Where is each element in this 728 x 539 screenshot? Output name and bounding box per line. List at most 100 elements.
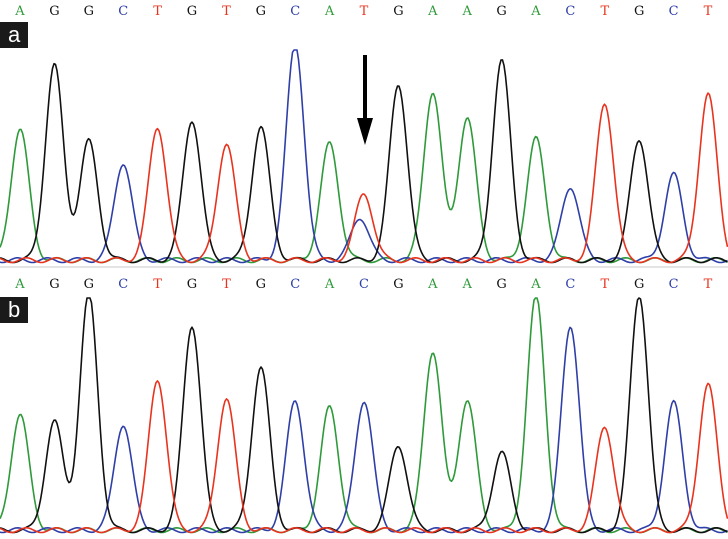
- base-call-6: G: [187, 277, 197, 292]
- base-call-18: T: [600, 277, 609, 292]
- base-call-8: G: [256, 277, 266, 292]
- peak-2-panel-b: [53, 423, 55, 425]
- base-call-11: T: [360, 4, 369, 19]
- base-call-15: G: [496, 4, 506, 19]
- base-call-2: G: [49, 4, 59, 19]
- base-call-17: C: [565, 277, 575, 292]
- base-call-15: G: [496, 277, 506, 292]
- base-call-18: T: [600, 4, 609, 19]
- peak-5-panel-b: [157, 381, 159, 383]
- base-call-7: T: [222, 277, 231, 292]
- peak-10-panel-a: [329, 145, 331, 147]
- peak-17-panel-a: [569, 188, 571, 190]
- base-call-5: T: [153, 277, 162, 292]
- base-call-13: A: [427, 4, 438, 19]
- base-call-1: A: [14, 277, 25, 292]
- base-call-1: A: [14, 4, 25, 19]
- peak-11-panel-a: [363, 195, 365, 197]
- peak-19-panel-b: [638, 297, 640, 299]
- peak-8-panel-b: [260, 369, 262, 371]
- arrow-head: [357, 118, 373, 145]
- base-call-10: A: [324, 4, 335, 19]
- base-call-10: A: [324, 277, 335, 292]
- panel-label-b: b: [8, 297, 20, 322]
- base-call-16: A: [530, 277, 541, 292]
- base-call-17: C: [565, 4, 575, 19]
- peak-2-panel-a: [53, 67, 55, 69]
- peak-9-panel-a: [294, 49, 296, 51]
- peak-18-panel-a: [604, 105, 606, 107]
- base-call-13: A: [427, 277, 438, 292]
- peak-20-panel-a: [673, 176, 675, 178]
- trace-group-a: [0, 49, 728, 264]
- peak-10-panel-b: [329, 409, 331, 411]
- base-call-16: A: [530, 4, 541, 19]
- peak-5-panel-a: [157, 129, 159, 131]
- peak-3-panel-b: [88, 297, 90, 299]
- peak-15-panel-a: [501, 62, 503, 64]
- peak-11-panel-b: [363, 402, 365, 404]
- base-call-2: G: [49, 277, 59, 292]
- peak-1-panel-a: [19, 131, 21, 133]
- peak-7-panel-a: [225, 145, 227, 147]
- peak-14-panel-a: [466, 119, 468, 121]
- base-call-20: C: [669, 4, 679, 19]
- trace-T-panel-b: [0, 380, 728, 534]
- base-call-12: G: [393, 4, 403, 19]
- peak-13-panel-a: [432, 93, 434, 95]
- peak-15-panel-b: [501, 454, 503, 456]
- trace-group-b: [0, 297, 728, 534]
- peak-6-panel-b: [191, 327, 193, 329]
- base-call-21: T: [704, 4, 713, 19]
- peak-1-panel-b: [19, 416, 21, 418]
- panel-label-box-a: [0, 22, 28, 48]
- base-call-4: C: [118, 277, 128, 292]
- base-call-7: T: [222, 4, 231, 19]
- trace-T-panel-a: [0, 92, 728, 264]
- peak-17-panel-b: [569, 327, 571, 329]
- mutation-arrow: [357, 55, 373, 145]
- base-call-11: C: [359, 277, 369, 292]
- peak-4-panel-a: [122, 164, 124, 166]
- chromatogram-panel-b: A G G C T G T G C A C G A A G A C T G C T b: [0, 277, 728, 534]
- peak-16-panel-a: [535, 141, 537, 143]
- base-call-9: C: [290, 4, 300, 19]
- peak-14-panel-b: [466, 402, 468, 404]
- peak-21-panel-b: [707, 386, 709, 388]
- base-call-3: G: [84, 277, 94, 292]
- trace-G-panel-a: [0, 59, 728, 264]
- base-call-19: G: [634, 277, 644, 292]
- base-call-9: C: [290, 277, 300, 292]
- base-call-20: C: [669, 277, 679, 292]
- base-call-14: A: [462, 277, 473, 292]
- peak-12-panel-b: [397, 447, 399, 449]
- base-call-8: G: [256, 4, 266, 19]
- trace-G-panel-b: [0, 297, 728, 534]
- base-call-6: G: [187, 4, 197, 19]
- base-call-3: G: [84, 4, 94, 19]
- peak-21-panel-a: [707, 95, 709, 97]
- peak-16-panel-b: [535, 298, 537, 300]
- peak-8-panel-a: [260, 129, 262, 131]
- base-call-12: G: [393, 277, 403, 292]
- base-call-5: T: [153, 4, 162, 19]
- peak-12-panel-a: [397, 86, 399, 88]
- peak-20-panel-b: [673, 405, 675, 407]
- peak-7-panel-b: [225, 400, 227, 402]
- base-call-14: A: [462, 4, 473, 19]
- peak-19-panel-a: [638, 141, 640, 143]
- base-call-21: T: [704, 277, 713, 292]
- peak-6-panel-a: [191, 122, 193, 124]
- base-call-19: G: [634, 4, 644, 19]
- peak-3-panel-a: [88, 143, 90, 145]
- peak-18-panel-b: [604, 428, 606, 430]
- panel-label-a: a: [8, 22, 21, 47]
- peak-4-panel-b: [122, 426, 124, 428]
- panel-label-box-b: [0, 297, 28, 323]
- peak-9-panel-b: [294, 402, 296, 404]
- peak-13-panel-b: [432, 353, 434, 355]
- chromatogram-panel-a: A G G C T G T G C A T G A A G A C T G C T a: [0, 4, 728, 264]
